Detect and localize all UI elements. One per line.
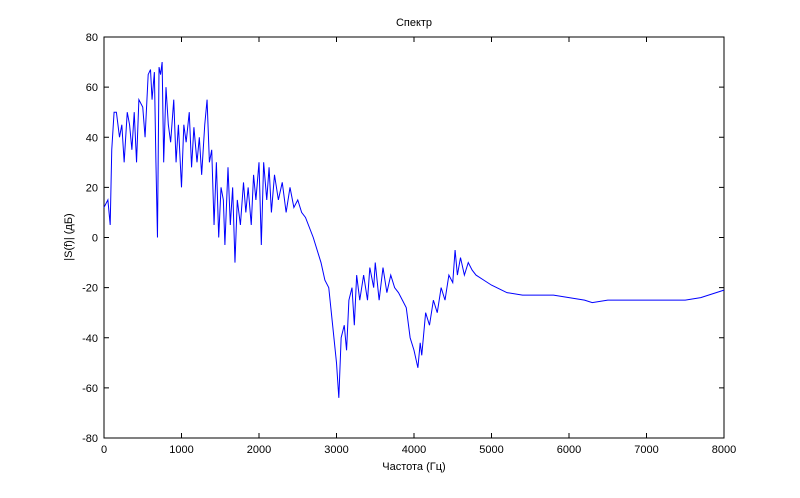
y-tick-label: -80 bbox=[82, 433, 98, 445]
x-tick-label: 8000 bbox=[712, 444, 736, 456]
y-tick-label: 0 bbox=[92, 233, 98, 245]
y-tick-label: -60 bbox=[82, 383, 98, 395]
x-tick-label: 4000 bbox=[402, 444, 426, 456]
x-tick-label: 3000 bbox=[324, 444, 348, 456]
y-tick-label: 40 bbox=[86, 132, 98, 144]
y-tick-label: -40 bbox=[82, 333, 98, 345]
spectrum-line bbox=[103, 61, 725, 398]
y-tick-label: 20 bbox=[86, 182, 98, 194]
y-tick-label: -20 bbox=[82, 283, 98, 295]
x-tick-label: 0 bbox=[101, 444, 107, 456]
x-tick-label: 5000 bbox=[479, 444, 503, 456]
x-tick-label: 1000 bbox=[169, 444, 193, 456]
y-axis-label: |S(f)| (дБ) bbox=[63, 213, 75, 260]
y-tick-label: 80 bbox=[86, 32, 98, 44]
x-tick-label: 7000 bbox=[634, 444, 658, 456]
x-tick-label: 2000 bbox=[247, 444, 271, 456]
x-axis-label: Частота (Гц) bbox=[382, 461, 445, 473]
chart-title: Спектр bbox=[396, 17, 432, 29]
y-tick-label: 60 bbox=[86, 82, 98, 94]
x-tick-label: 6000 bbox=[557, 444, 581, 456]
plot-box bbox=[103, 36, 725, 439]
